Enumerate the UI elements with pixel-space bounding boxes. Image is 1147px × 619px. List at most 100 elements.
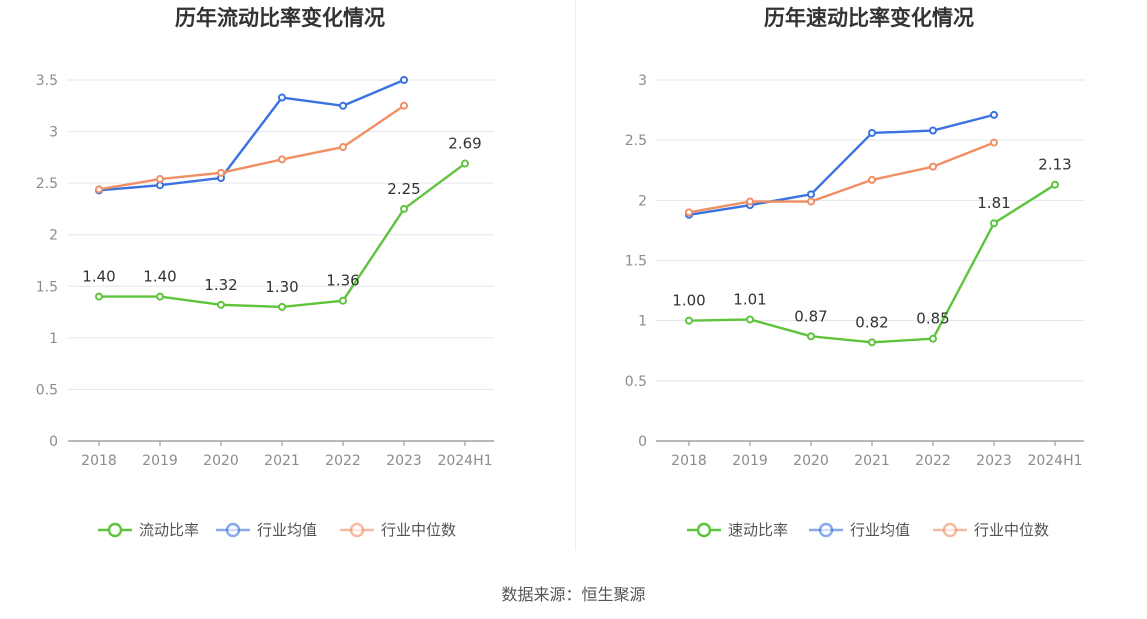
x-tick-label: 2018	[81, 453, 117, 469]
data-point	[868, 175, 876, 184]
data-label: 1.32	[204, 276, 237, 294]
chart-title: 历年流动比率变化情况	[175, 6, 385, 30]
legend-marker	[696, 522, 712, 538]
data-point	[807, 190, 815, 199]
current-ratio-chart: 历年流动比率变化情况 0 0.5 1 1.5 2 2.5 3 3.5 2018 2019 2020 20…	[0, 0, 574, 560]
legend-marker	[107, 522, 123, 538]
data-label: 1.40	[143, 268, 176, 286]
data-point	[156, 175, 164, 184]
chart-title: 历年速动比率变化情况	[764, 6, 974, 30]
data-point	[339, 101, 347, 110]
data-point	[929, 162, 937, 171]
x-tick-label: 2018	[671, 453, 707, 469]
series-line-1	[98, 78, 405, 192]
x-tick-label: 2021	[264, 453, 300, 469]
legend-label: 行业中位数	[381, 521, 456, 539]
y-tick-label: 0	[638, 434, 647, 450]
data-label: 2.69	[448, 135, 481, 153]
x-tick-label: 2024H1	[1027, 453, 1082, 469]
series-line-2	[98, 104, 405, 191]
data-point	[278, 302, 286, 311]
data-point	[339, 296, 347, 305]
data-label: 2.25	[387, 180, 420, 198]
y-tick-label: 3.5	[36, 73, 58, 89]
data-point	[1051, 180, 1059, 189]
legend-marker	[818, 522, 834, 538]
data-label: 1.01	[733, 290, 766, 308]
legend-marker	[349, 522, 365, 538]
data-point	[400, 101, 408, 110]
data-point	[278, 155, 286, 164]
data-label: 1.81	[977, 194, 1010, 212]
y-tick-label: 0.5	[625, 374, 647, 390]
data-point	[746, 197, 754, 206]
data-point	[929, 126, 937, 135]
series-line-2	[688, 141, 995, 214]
data-point	[746, 315, 754, 324]
data-point	[929, 334, 937, 343]
quick-ratio-chart-svg: 历年速动比率变化情况 0 0.5 1 1.5 2 2.5 3 2018 2019 2020 2021 2…	[625, 6, 1084, 539]
legend-marker	[942, 522, 958, 538]
x-tick-label: 2020	[203, 453, 239, 469]
x-tick-label: 2023	[386, 453, 422, 469]
y-tick-label: 2.5	[36, 176, 58, 192]
data-point	[400, 204, 408, 213]
x-tick-label: 2021	[854, 453, 890, 469]
legend-label: 行业均值	[257, 521, 317, 539]
quick-ratio-chart: 历年速动比率变化情况 0 0.5 1 1.5 2 2.5 3 2018 2019 2020 2021 2…	[589, 0, 1147, 560]
series-line-1	[688, 113, 995, 216]
y-tick-label: 1	[638, 314, 647, 330]
panel-divider	[575, 0, 576, 550]
y-tick-label: 3	[49, 125, 58, 141]
data-point	[990, 110, 998, 119]
x-tick-label: 2022	[915, 453, 951, 469]
x-tick-label: 2023	[976, 453, 1012, 469]
data-point	[400, 76, 408, 84]
data-point	[868, 338, 876, 347]
data-point	[156, 292, 164, 301]
y-tick-label: 0	[49, 434, 58, 450]
data-label: 0.82	[855, 313, 888, 331]
data-point	[217, 300, 225, 309]
y-tick-label: 1	[49, 331, 58, 347]
data-point	[807, 332, 815, 341]
x-tick-label: 2022	[325, 453, 361, 469]
y-tick-label: 1.5	[36, 279, 58, 295]
data-point	[990, 219, 998, 228]
data-point	[95, 185, 103, 194]
data-point	[339, 143, 347, 152]
data-label: 1.36	[326, 272, 359, 290]
y-tick-label: 1.5	[625, 254, 647, 270]
data-point	[990, 138, 998, 147]
data-point	[685, 208, 693, 217]
data-point	[156, 181, 164, 190]
data-label: 1.30	[265, 278, 298, 296]
legend-marker	[225, 522, 241, 538]
y-tick-label: 3	[638, 73, 647, 89]
x-tick-label: 2024H1	[437, 453, 492, 469]
data-label: 0.85	[916, 310, 949, 328]
legend-label: 流动比率	[139, 521, 199, 539]
current-ratio-chart-svg: 历年流动比率变化情况 0 0.5 1 1.5 2 2.5 3 3.5 2018 2019 2020 20…	[36, 6, 494, 539]
data-point	[807, 197, 815, 206]
x-tick-label: 2019	[142, 453, 178, 469]
data-point	[868, 128, 876, 137]
data-point	[278, 93, 286, 102]
x-tick-label: 2020	[793, 453, 829, 469]
data-source-note: 数据来源：恒生聚源	[501, 585, 646, 604]
y-tick-label: 2.5	[625, 133, 647, 149]
x-tick-label: 2019	[732, 453, 768, 469]
data-label: 2.13	[1038, 156, 1071, 174]
legend-label: 行业均值	[850, 521, 910, 539]
data-label: 0.87	[794, 307, 827, 325]
y-tick-label: 2	[49, 228, 58, 244]
y-tick-label: 0.5	[36, 382, 58, 398]
data-label: 1.00	[672, 292, 705, 310]
legend-label: 行业中位数	[974, 521, 1049, 539]
data-label: 1.40	[82, 268, 115, 286]
data-point	[95, 292, 103, 301]
data-point	[461, 159, 469, 168]
y-tick-label: 2	[638, 193, 647, 209]
data-point	[685, 316, 693, 325]
data-point	[217, 168, 225, 177]
